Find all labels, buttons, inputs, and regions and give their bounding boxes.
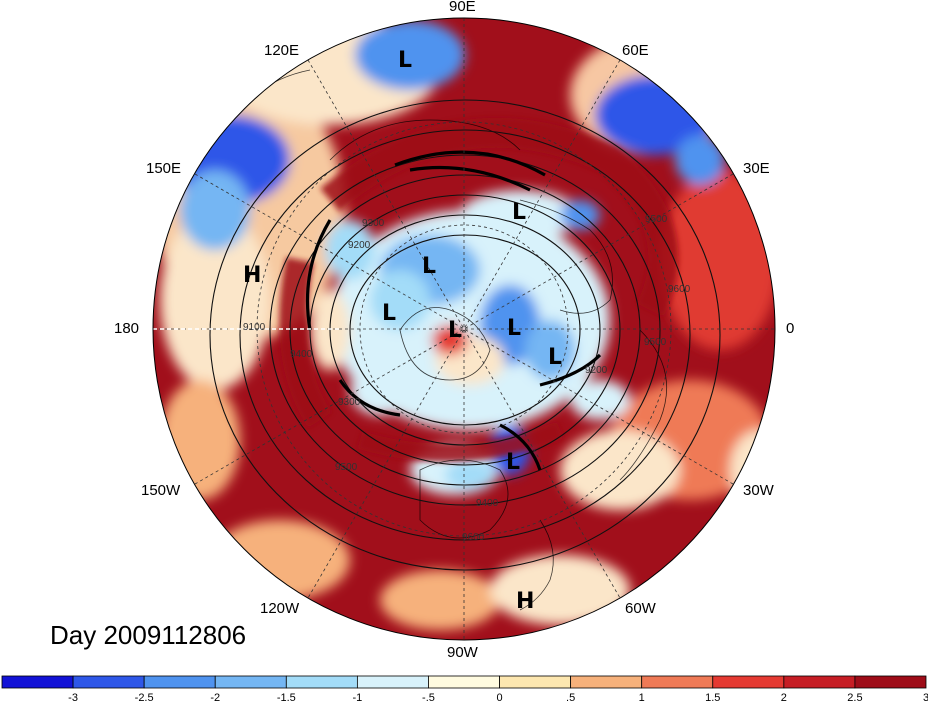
low-pressure-marker: L bbox=[422, 254, 436, 279]
contour-label: 9100 bbox=[243, 322, 266, 333]
colorbar-labels: -3 -2.5 -2 -1.5 -1 -.5 0 .5 1 1.5 2 2.5 3 bbox=[68, 692, 928, 702]
colorbar-tick-label: .5 bbox=[566, 692, 575, 702]
jet-contours bbox=[305, 150, 602, 471]
contour-label: 9500 bbox=[335, 462, 358, 473]
colorbar-box bbox=[285, 675, 358, 689]
lon-label-90e: 90E bbox=[449, 0, 476, 15]
map-boundary bbox=[152, 17, 776, 641]
lon-label-60e: 60E bbox=[622, 42, 649, 59]
lon-label-0: 0 bbox=[786, 320, 795, 337]
high-pressure-marker: H bbox=[516, 589, 534, 614]
graticule bbox=[153, 18, 775, 640]
colorbar-tick-label: -1 bbox=[352, 692, 362, 702]
contour-label: 9300 bbox=[362, 218, 385, 229]
lon-label-120w: 120W bbox=[260, 600, 300, 617]
low-pressure-marker: L bbox=[398, 48, 412, 73]
colorbar-box bbox=[428, 675, 500, 689]
lon-label-180: 180 bbox=[114, 320, 140, 337]
low-pressure-marker: L bbox=[382, 301, 396, 326]
contour-label: 9600 bbox=[668, 284, 691, 295]
low-pressure-marker: L bbox=[506, 450, 520, 475]
lon-label-150w: 150W bbox=[141, 482, 181, 499]
colorbar-box bbox=[1, 675, 74, 689]
high-pressure-marker: H bbox=[243, 263, 261, 288]
contour-label: 9400 bbox=[476, 498, 499, 509]
low-pressure-marker: L bbox=[512, 200, 526, 225]
colorbar-tick-label: -3 bbox=[68, 692, 78, 702]
colorbar-box bbox=[72, 675, 145, 689]
colorbar-box bbox=[712, 675, 785, 689]
lon-label-30e: 30E bbox=[743, 160, 770, 177]
colorbar-tick-label: 3 bbox=[923, 692, 928, 702]
colorbar-box bbox=[499, 675, 572, 689]
lon-label-120e: 120E bbox=[264, 42, 300, 59]
pressure-systems: L L L L L L L L H H bbox=[243, 48, 562, 614]
colorbar-tick-label: -.5 bbox=[422, 692, 435, 702]
lon-label-90w: 90W bbox=[447, 644, 478, 661]
contour-label: 9200 bbox=[348, 240, 371, 251]
colorbar-tick-label: 1 bbox=[639, 692, 645, 702]
colorbar: -3 -2.5 -2 -1.5 -1 -.5 0 .5 1 1.5 2 2.5 3 bbox=[1, 675, 928, 702]
low-pressure-marker: L bbox=[548, 345, 562, 370]
anomaly-field bbox=[153, 18, 775, 640]
colorbar-box bbox=[641, 675, 714, 689]
low-pressure-marker: L bbox=[507, 316, 521, 341]
colorbar-box bbox=[783, 675, 856, 689]
colorbar-box bbox=[214, 675, 287, 689]
colorbar-tick-label: 2 bbox=[781, 692, 787, 702]
lon-label-60w: 60W bbox=[625, 600, 656, 617]
colorbar-tick-label: 1.5 bbox=[705, 692, 720, 702]
colorbar-boxes bbox=[1, 675, 927, 689]
contour-label: 9500 bbox=[644, 337, 667, 348]
contour-label: 9300 bbox=[338, 397, 361, 408]
colorbar-box bbox=[570, 675, 643, 689]
colorbar-box bbox=[356, 675, 429, 689]
lon-label-30w: 30W bbox=[743, 482, 774, 499]
day-title: Day 2009112806 bbox=[50, 620, 247, 650]
colorbar-tick-label: -1.5 bbox=[277, 692, 296, 702]
colorbar-box bbox=[143, 675, 216, 689]
contour-label: 9200 bbox=[585, 365, 608, 376]
contour-label: 9400 bbox=[290, 349, 313, 360]
contour-label: 9500 bbox=[645, 214, 668, 225]
colorbar-tick-label: -2 bbox=[210, 692, 220, 702]
low-pressure-marker: L bbox=[448, 318, 462, 343]
colorbar-tick-label: -2.5 bbox=[135, 692, 154, 702]
colorbar-tick-label: 0 bbox=[496, 692, 502, 702]
colorbar-box bbox=[854, 675, 927, 689]
colorbar-tick-label: 2.5 bbox=[847, 692, 862, 702]
contour-labels: 9500 9600 9400 9300 9200 9100 9500 9400 … bbox=[243, 214, 691, 543]
lon-label-150e: 150E bbox=[146, 160, 182, 177]
contour-label: 9600 bbox=[462, 532, 485, 543]
